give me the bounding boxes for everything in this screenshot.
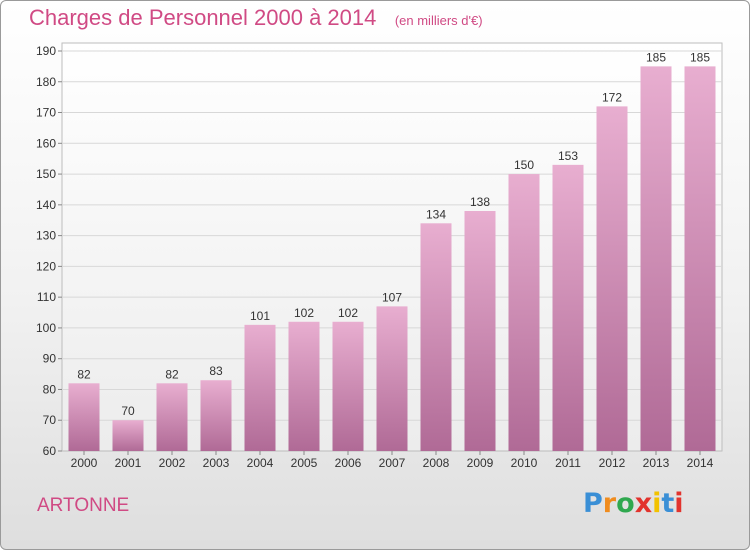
data-label: 138 — [470, 195, 490, 209]
data-label: 134 — [426, 207, 446, 221]
bar — [684, 66, 716, 451]
y-tick-label: 180 — [36, 75, 56, 89]
bar — [288, 321, 320, 451]
bar — [464, 211, 496, 451]
proxiti-logo: Proxiti — [583, 488, 684, 519]
data-label: 83 — [209, 364, 223, 378]
logo-letter: P — [583, 488, 603, 519]
y-tick-label: 140 — [36, 198, 56, 212]
bar — [376, 306, 408, 451]
x-axis: 2000 2001 2002 2003 2004 2005 2006 2007 2008 2009… — [71, 451, 714, 470]
data-label: 102 — [294, 306, 314, 320]
x-tick-label: 2013 — [643, 456, 670, 470]
x-tick-label: 2007 — [379, 456, 406, 470]
bar — [420, 223, 452, 451]
data-label: 185 — [646, 50, 666, 64]
chart-title: Charges de Personnel 2000 à 2014 — [29, 5, 377, 30]
y-tick-label: 150 — [36, 167, 56, 181]
x-tick-label: 2010 — [511, 456, 538, 470]
bar — [68, 383, 100, 451]
bar — [332, 321, 364, 451]
y-tick-label: 90 — [43, 352, 57, 366]
bar — [156, 383, 188, 451]
data-labels: 82 70 82 83 101 102 102 107 134 138 150 153 172 185 18… — [77, 50, 710, 418]
commune-name: ARTONNE — [37, 495, 130, 516]
y-tick-label: 120 — [36, 259, 56, 273]
logo-letter: x — [634, 488, 653, 519]
bar — [112, 420, 144, 451]
y-tick-label: 170 — [36, 106, 56, 120]
data-label: 70 — [121, 404, 135, 418]
bar — [596, 106, 628, 451]
data-label: 101 — [250, 309, 270, 323]
data-label: 82 — [77, 367, 91, 381]
bar — [640, 66, 672, 451]
bar — [508, 174, 540, 452]
x-tick-label: 2005 — [291, 456, 318, 470]
data-label: 82 — [165, 367, 179, 381]
y-tick-label: 190 — [36, 44, 56, 58]
logo-letter: t — [661, 488, 675, 519]
y-tick-label: 70 — [43, 413, 57, 427]
y-tick-label: 60 — [43, 444, 57, 458]
y-tick-label: 110 — [37, 290, 56, 304]
x-tick-label: 2006 — [335, 456, 362, 470]
y-tick-label: 130 — [36, 229, 56, 243]
data-label: 107 — [382, 290, 402, 304]
x-tick-label: 2002 — [159, 456, 186, 470]
x-tick-label: 2003 — [203, 456, 230, 470]
data-label: 102 — [338, 306, 358, 320]
bars — [68, 66, 716, 452]
data-label: 172 — [602, 90, 622, 104]
x-tick-label: 2004 — [247, 456, 274, 470]
bar — [244, 324, 276, 451]
bar — [200, 380, 232, 451]
logo-letter: o — [616, 488, 635, 519]
y-axis: 60 70 80 90 100 110 120 130 140 150 160 170 180 190 — [36, 44, 62, 458]
data-label: 153 — [558, 149, 578, 163]
x-tick-label: 2008 — [423, 456, 450, 470]
x-tick-label: 2011 — [555, 456, 581, 470]
data-label: 185 — [690, 50, 710, 64]
logo-letter: r — [602, 488, 617, 519]
x-tick-label: 2014 — [687, 456, 714, 470]
title-row: Charges de Personnel 2000 à 2014 (en mil… — [29, 5, 483, 31]
logo-letter: i — [674, 488, 684, 519]
x-tick-label: 2000 — [71, 456, 98, 470]
logo-letter: i — [652, 488, 662, 519]
chart-subtitle: (en milliers d'€) — [394, 13, 483, 28]
y-tick-label: 100 — [36, 321, 56, 335]
data-label: 150 — [514, 158, 534, 172]
bar — [552, 164, 584, 451]
y-tick-label: 80 — [43, 382, 57, 396]
x-tick-label: 2012 — [599, 456, 626, 470]
x-tick-label: 2009 — [467, 456, 494, 470]
y-tick-label: 160 — [36, 136, 56, 150]
x-tick-label: 2001 — [115, 456, 142, 470]
